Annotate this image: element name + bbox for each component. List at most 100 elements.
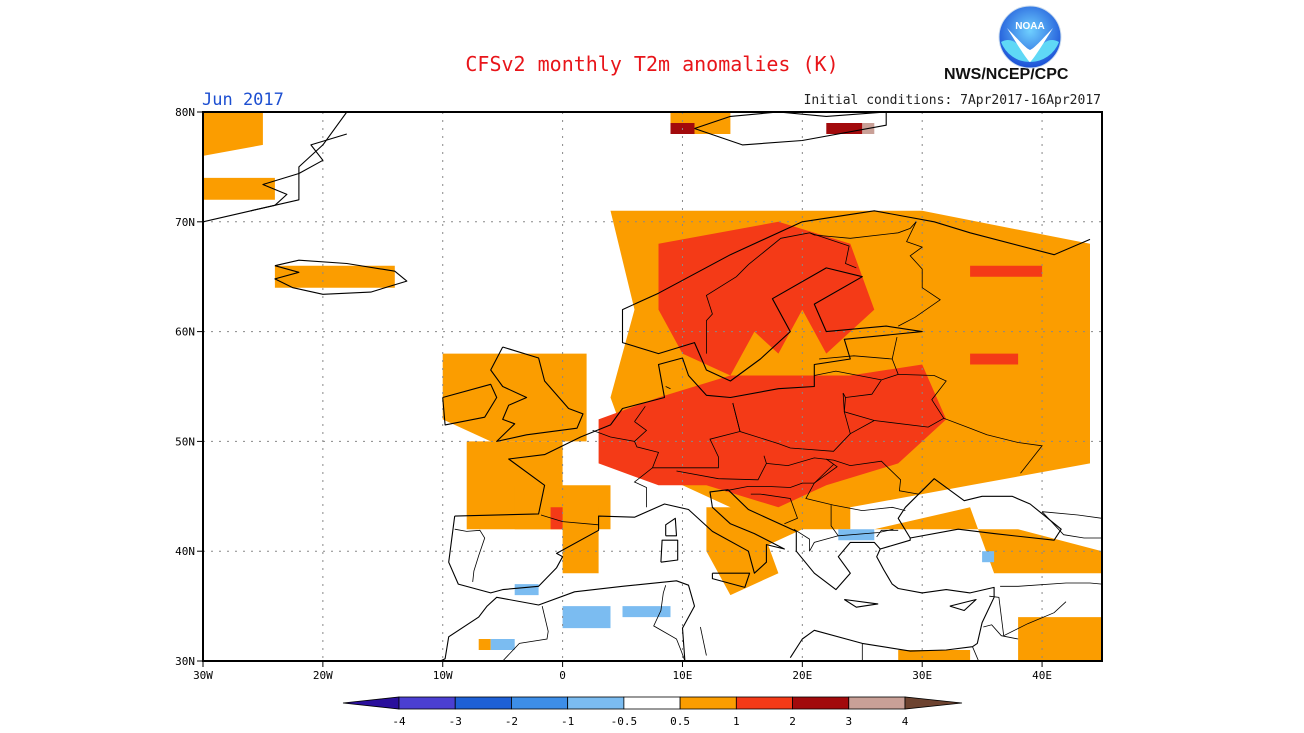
anomaly-region-0-3	[442, 353, 587, 442]
colorbar-label: -3	[449, 715, 462, 728]
border-11	[833, 459, 919, 495]
lon-tick-label: 30W	[193, 669, 213, 682]
colorbar-swatch	[792, 696, 850, 710]
colorbar-label: -2	[505, 715, 518, 728]
colorbar-label: 4	[902, 715, 909, 728]
border-17	[814, 370, 882, 381]
border-26	[1041, 511, 1102, 539]
anomaly-region-1-0	[658, 221, 875, 376]
lat-tick-label: 80N	[175, 106, 195, 119]
border-15	[750, 493, 799, 525]
border-7	[732, 392, 851, 452]
border-3	[634, 406, 646, 422]
border-34	[501, 606, 549, 661]
border-21	[850, 420, 875, 435]
noaa-logo: NOAA	[998, 5, 1062, 69]
initial-conditions: Initial conditions: 7Apr2017-16Apr2017	[803, 93, 1101, 108]
agency-label: NWS/NCEP/CPC	[944, 66, 1069, 83]
lon-tick-label: 30E	[912, 669, 932, 682]
grid-layer	[203, 112, 1102, 661]
border-24	[898, 221, 941, 327]
coastline-10	[711, 572, 751, 588]
border-31	[972, 646, 980, 661]
colorbar-label: -1	[561, 715, 574, 728]
border-4	[665, 386, 671, 390]
coastline-2	[442, 383, 498, 426]
colorbar-swatch	[679, 696, 737, 710]
lat-tick-label: 60N	[175, 326, 195, 339]
anomaly-region-4-1	[622, 606, 671, 618]
lon-tick-label: 40E	[1032, 669, 1052, 682]
lon-tick-label: 20W	[313, 669, 333, 682]
coastline-14	[250, 133, 347, 212]
border-18	[819, 355, 893, 360]
border-0	[454, 528, 486, 582]
anomaly-region-0-9	[1018, 617, 1102, 661]
coastline-13	[694, 112, 887, 146]
anomaly-fill-layer	[203, 112, 1102, 661]
colorbar-label: 0.5	[670, 715, 690, 728]
colorbar-swatch	[398, 696, 456, 710]
border-1	[540, 514, 599, 526]
lon-tick-label: 10W	[433, 669, 453, 682]
border-layer	[454, 221, 1102, 661]
colorbar-swatch	[567, 696, 625, 710]
map-title: CFSv2 monthly T2m anomalies (K)	[465, 52, 839, 76]
border-25	[876, 529, 899, 538]
lon-tick-label: 10E	[673, 669, 693, 682]
anomaly-region-0-2	[274, 265, 395, 288]
coastline-1	[274, 259, 408, 295]
axis-labels: 30W 20W 10W 0 10E 20E 30E 40E 30N 40N 50N 60N 70N 80N	[175, 106, 1052, 682]
noaa-logo-text: NOAA	[1015, 21, 1044, 32]
colorbar-label: -0.5	[611, 715, 638, 728]
lat-tick-label: 40N	[175, 545, 195, 558]
coastline-12	[949, 598, 977, 612]
anomaly-region-4-5	[490, 639, 515, 650]
lat-tick-label: 70N	[175, 216, 195, 229]
anomaly-region-4-0	[562, 606, 611, 629]
colorbar-label: 3	[845, 715, 852, 728]
lat-tick-label: 30N	[175, 655, 195, 668]
lon-tick-label: 0	[559, 669, 566, 682]
anomaly-region-4-4	[982, 551, 995, 563]
border-28	[1000, 582, 1102, 587]
colorbar-swatch	[511, 696, 569, 710]
anomaly-region-0-0	[203, 112, 263, 156]
anomaly-region-4-2	[514, 584, 539, 596]
coastline-5	[448, 478, 1062, 594]
coastline-11	[844, 598, 879, 608]
anomaly-region-0-12	[478, 639, 491, 650]
anomaly-region-1-4	[550, 507, 563, 530]
border-27	[1042, 511, 1102, 519]
border-22	[705, 221, 917, 354]
border-8	[763, 455, 834, 467]
map-frame	[202, 111, 1103, 662]
lat-tick-label: 50N	[175, 435, 195, 448]
anomaly-region-1-3	[970, 353, 1019, 365]
coastline-9	[665, 517, 678, 537]
lon-tick-label: 20E	[792, 669, 812, 682]
anomaly-region-1-2	[970, 265, 1043, 277]
border-12	[805, 458, 906, 512]
border-5	[634, 421, 648, 442]
anomaly-region-0-1	[203, 177, 275, 200]
coastline-0	[203, 112, 348, 223]
colorbar-swatch	[454, 696, 512, 710]
colorbar-swatch	[623, 696, 681, 710]
border-30	[983, 624, 1019, 640]
border-9	[676, 463, 767, 481]
colorbar-swatch	[848, 696, 906, 710]
anomaly-region-1-1	[598, 364, 947, 508]
border-23	[809, 232, 857, 269]
border-16	[845, 337, 899, 398]
coastline-8	[660, 539, 679, 563]
border-14	[793, 528, 839, 552]
colorbar: -4 -3 -2 -1 -0.5 0.5 1 2 3 4	[342, 696, 963, 728]
coastline-7	[440, 580, 696, 661]
colorbar-low-arrow	[342, 696, 400, 710]
border-20	[898, 374, 947, 419]
colorbar-label: -4	[392, 715, 406, 728]
forecast-month: Jun 2017	[202, 90, 284, 110]
coastline-3	[490, 346, 584, 442]
